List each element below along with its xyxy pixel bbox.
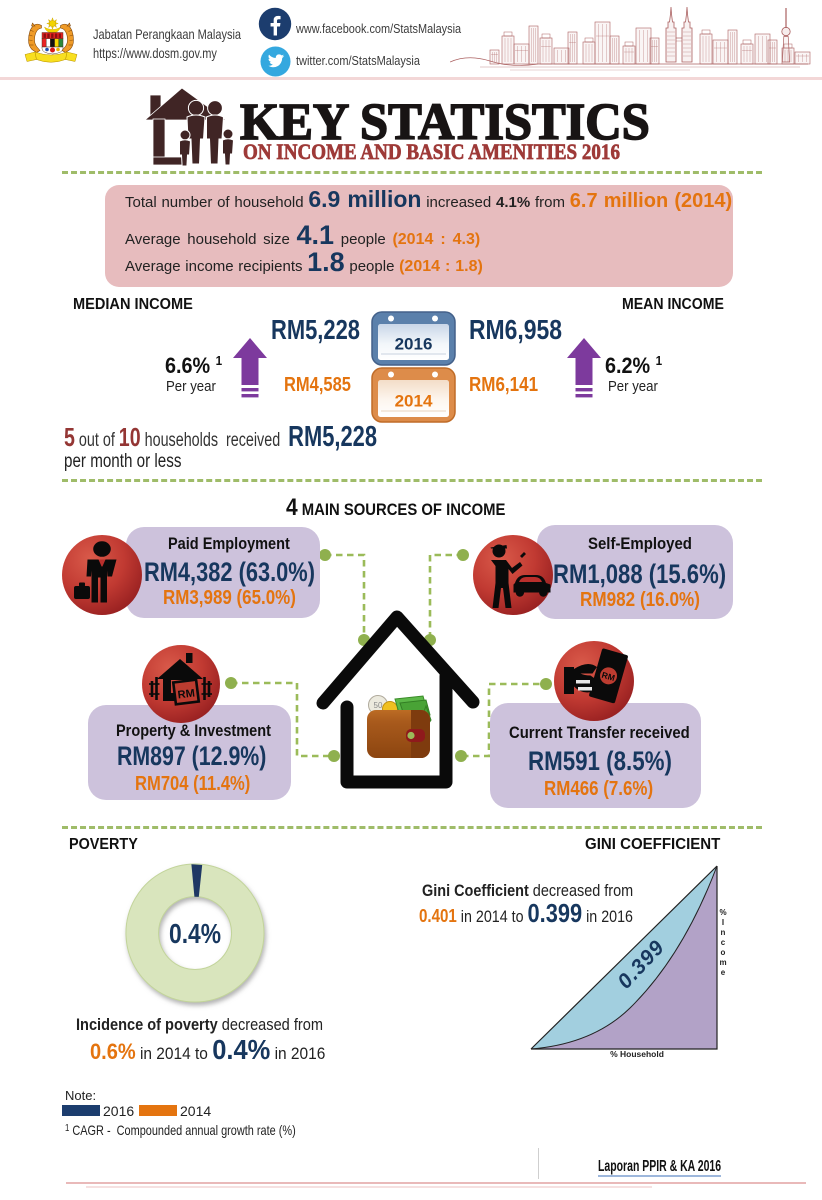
svg-text:RM: RM: [601, 670, 616, 683]
svg-text:% Household: % Household: [610, 1049, 664, 1059]
svg-text:50: 50: [374, 701, 383, 710]
svg-text:RM: RM: [177, 687, 195, 701]
svg-text:2014: 2014: [395, 392, 433, 411]
svg-text:2016: 2016: [395, 335, 433, 354]
